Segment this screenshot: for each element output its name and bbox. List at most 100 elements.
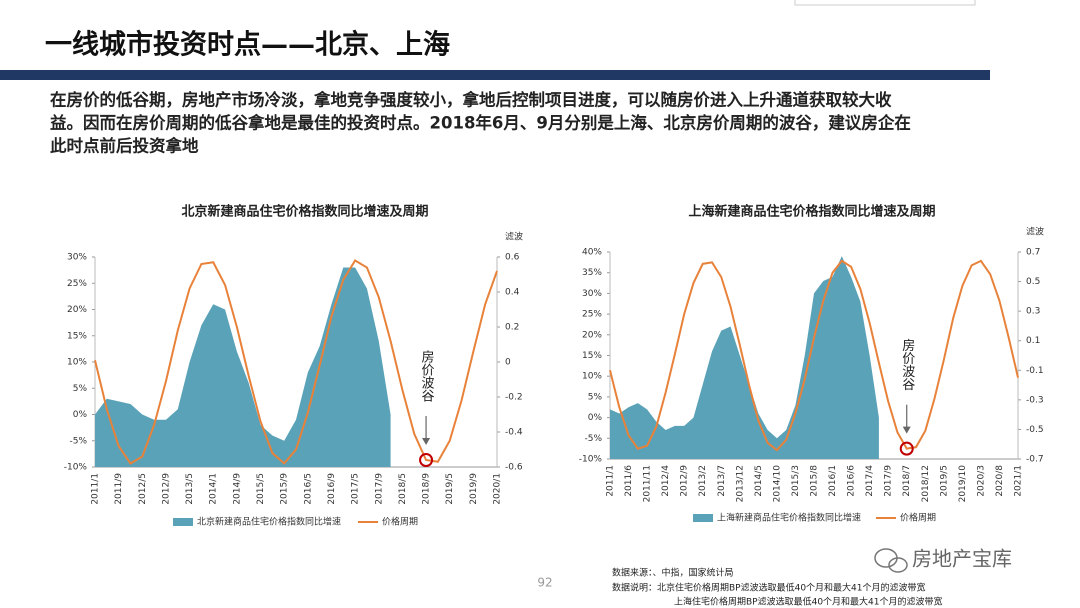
x-tick-label: 2017/4: [865, 465, 875, 497]
y2-tick-label: 0.6: [505, 253, 520, 263]
annotation: 房价波谷: [419, 349, 435, 402]
legend-label: 北京新建商品住宅价格指数同比增速: [197, 516, 341, 528]
line: [94, 259, 498, 465]
x-tick-label: 2011/1: [91, 473, 101, 505]
y2-tick-label: 0.4: [505, 288, 520, 298]
y-tick-label: 20%: [582, 330, 602, 340]
annotation: 房价波谷: [899, 338, 915, 391]
x-tick-label: 2011/6: [624, 465, 634, 497]
source-note: 数据说明：北京住宅价格周期BP滤波选取最低40个月和最大41个月的滤波带宽: [612, 582, 926, 594]
x-tick-label: 2013/7: [717, 465, 727, 497]
x-tick-label: 2012/9: [161, 473, 171, 505]
y-tick-label: -10%: [64, 463, 88, 473]
y2-tick-label: -0.6: [505, 463, 523, 473]
x-tick-label: 2017/9: [374, 473, 384, 505]
y-tick-label: 30%: [582, 289, 602, 299]
x-tick-label: 2015/8: [810, 465, 820, 497]
y2-tick-label: -0.7: [1026, 455, 1044, 465]
watermark-icon: [874, 548, 908, 573]
y-tick-label: -5%: [584, 434, 602, 444]
y-tick-label: 15%: [582, 351, 602, 361]
x-tick-label: 2013/2: [698, 465, 708, 497]
watermark: 房地产宝库: [912, 547, 1012, 571]
y-tick-label: 10%: [582, 372, 602, 382]
y-tick-label: 15%: [67, 331, 87, 341]
y2-tick-label: -0.3: [1026, 395, 1044, 405]
title-bar: [0, 70, 990, 80]
y2-axis-label: 滤波: [1026, 226, 1044, 238]
y2-tick-label: -0.1: [1026, 366, 1044, 376]
legend-label: 价格周期: [382, 516, 418, 528]
trough-marker: [419, 453, 434, 467]
x-tick-label: 2016/9: [327, 473, 337, 505]
x-tick-label: 2017/9: [884, 465, 894, 497]
x-tick-label: 2016/1: [828, 465, 838, 497]
x-tick-label: 2011/11: [643, 465, 653, 502]
x-tick-label: 2018/5: [398, 473, 408, 505]
body-line: 此时点前后投资拿地: [50, 136, 199, 156]
y-tick-label: 10%: [67, 358, 87, 368]
y-tick-label: 35%: [582, 268, 602, 278]
y-tick-label: -5%: [69, 436, 87, 446]
x-tick-label: 2016/5: [303, 473, 313, 505]
x-tick-label: 2020/1: [493, 473, 503, 505]
y2-axis-label: 滤波: [505, 231, 523, 243]
area: [610, 256, 879, 459]
x-tick-label: 2018/7: [902, 465, 912, 497]
legend-label: 上海新建商品住宅价格指数同比增速: [717, 512, 861, 524]
y-tick-label: 20%: [67, 305, 87, 315]
y2-tick-label: 0.3: [1026, 307, 1040, 317]
line: [609, 259, 1019, 452]
x-tick-label: 2014/1: [209, 473, 219, 505]
y-tick-label: 5%: [73, 384, 88, 394]
x-tick-label: 2020/3: [976, 465, 986, 497]
slide-title: 一线城市投资时点——北京、上海: [45, 29, 450, 61]
x-tick-label: 2015/3: [791, 465, 801, 497]
annotation-arrowhead: [902, 426, 911, 434]
x-tick-label: 2015/5: [256, 473, 266, 505]
y2-tick-label: 0.7: [1026, 248, 1040, 258]
body-line: 在房价的低谷期，房地产市场冷淡，拿地竞争强度较小，拿地后控制项目进度，可以随房价…: [50, 90, 892, 110]
x-tick-label: 2016/6: [847, 465, 857, 497]
source-note: 数据来源：、中指，国家统计局: [612, 567, 734, 579]
x-tick-label: 2012/9: [680, 465, 690, 497]
x-tick-label: 2013/5: [185, 473, 195, 505]
x-tick-label: 2018/9: [422, 473, 432, 505]
x-tick-label: 2019/5: [939, 465, 949, 497]
x-tick-label: 2020/8: [995, 465, 1005, 497]
x-tick-label: 2013/12: [735, 465, 745, 502]
legend-label: 价格周期: [900, 512, 936, 524]
x-tick-label: 2014/5: [754, 465, 764, 497]
y-tick-label: 40%: [582, 248, 602, 258]
x-tick-label: 2014/10: [772, 465, 782, 503]
y-tick-label: -10%: [579, 455, 603, 465]
x-tick-label: 2019/9: [469, 473, 479, 505]
body-line: 益。因而在房价周期的低谷拿地是最佳的投资时点。2018年6月、9月分别是上海、北…: [50, 113, 911, 133]
trough-marker: [899, 441, 914, 456]
y2-tick-label: -0.4: [505, 428, 523, 438]
y-tick-label: 25%: [67, 279, 87, 289]
x-tick-label: 2014/9: [232, 473, 242, 505]
y2-tick-label: 0.1: [1026, 336, 1040, 346]
legend-swatch: [173, 518, 193, 526]
page-number: 92: [537, 576, 552, 590]
chart-title: 上海新建商品住宅价格指数同比增速及周期: [688, 204, 935, 220]
legend-swatch: [693, 514, 713, 522]
x-tick-label: 2011/9: [114, 473, 124, 505]
annotation-arrowhead: [422, 438, 431, 445]
y2-tick-label: -0.2: [505, 393, 523, 403]
y2-tick-label: 0: [505, 358, 511, 368]
y-tick-label: 30%: [67, 253, 87, 263]
x-tick-label: 2017/5: [351, 473, 361, 505]
y-tick-label: 0%: [588, 413, 603, 423]
source-note: 上海住宅价格周期BP滤波选取最低40个月和最大41个月的滤波带宽: [674, 596, 943, 608]
y2-tick-label: 0.5: [1026, 277, 1040, 287]
y-tick-label: 5%: [588, 392, 603, 402]
x-tick-label: 2021/1: [1014, 465, 1024, 497]
top-box: [794, 0, 976, 6]
x-tick-label: 2015/9: [280, 473, 290, 505]
x-tick-label: 2012/5: [138, 473, 148, 505]
y-tick-label: 25%: [582, 310, 602, 320]
